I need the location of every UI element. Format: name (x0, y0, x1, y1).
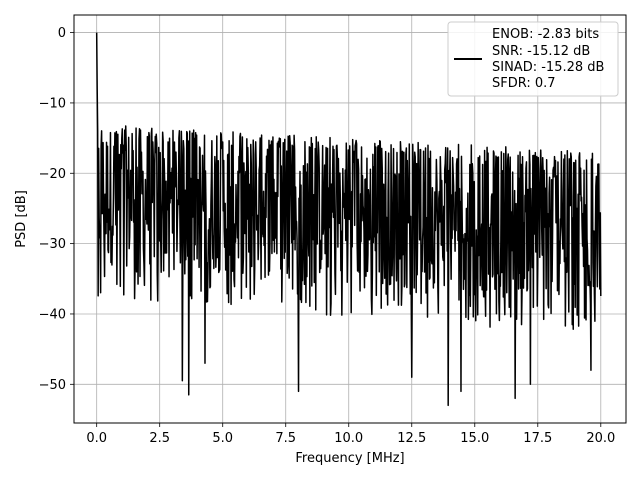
x-tick-label: 7.5 (275, 431, 296, 446)
legend-box (447, 21, 619, 97)
legend-entry-sfdr: SFDR: 0.7 (492, 76, 556, 91)
y-tick-label: −40 (39, 307, 66, 322)
legend-entry-enob: ENOB: -2.83 bits (492, 27, 599, 42)
axis-ticks: 0.0 2.5 5.0 7.5 10.0 12.5 15.0 17.5 20.0 0 −10 −20 −… (39, 26, 616, 446)
y-tick-label: −20 (39, 167, 66, 182)
x-tick-label: 5.0 (212, 431, 233, 446)
y-tick-label: 0 (58, 26, 66, 41)
x-axis-label: Frequency [MHz] (295, 451, 404, 466)
legend: ENOB: -2.83 bits SNR: -15.12 dB SINAD: -… (447, 21, 619, 97)
x-tick-label: 10.0 (334, 431, 363, 446)
y-tick-label: −50 (39, 378, 66, 393)
y-tick-label: −10 (39, 96, 66, 111)
x-tick-label: 15.0 (460, 431, 489, 446)
plot-frame (73, 14, 627, 424)
x-tick-label: 12.5 (397, 431, 426, 446)
x-tick-label: 17.5 (523, 431, 552, 446)
psd-line (95, 32, 602, 407)
legend-entry-snr: SNR: -15.12 dB (492, 44, 590, 59)
x-tick-label: 2.5 (149, 431, 170, 446)
legend-entry-sinad: SINAD: -15.28 dB (492, 60, 604, 75)
x-tick-label: 0.0 (86, 431, 107, 446)
y-tick-label: −30 (39, 237, 66, 252)
x-tick-label: 20.0 (586, 431, 615, 446)
series-psd (95, 32, 602, 407)
y-axis-label: PSD [dB] (14, 190, 29, 248)
